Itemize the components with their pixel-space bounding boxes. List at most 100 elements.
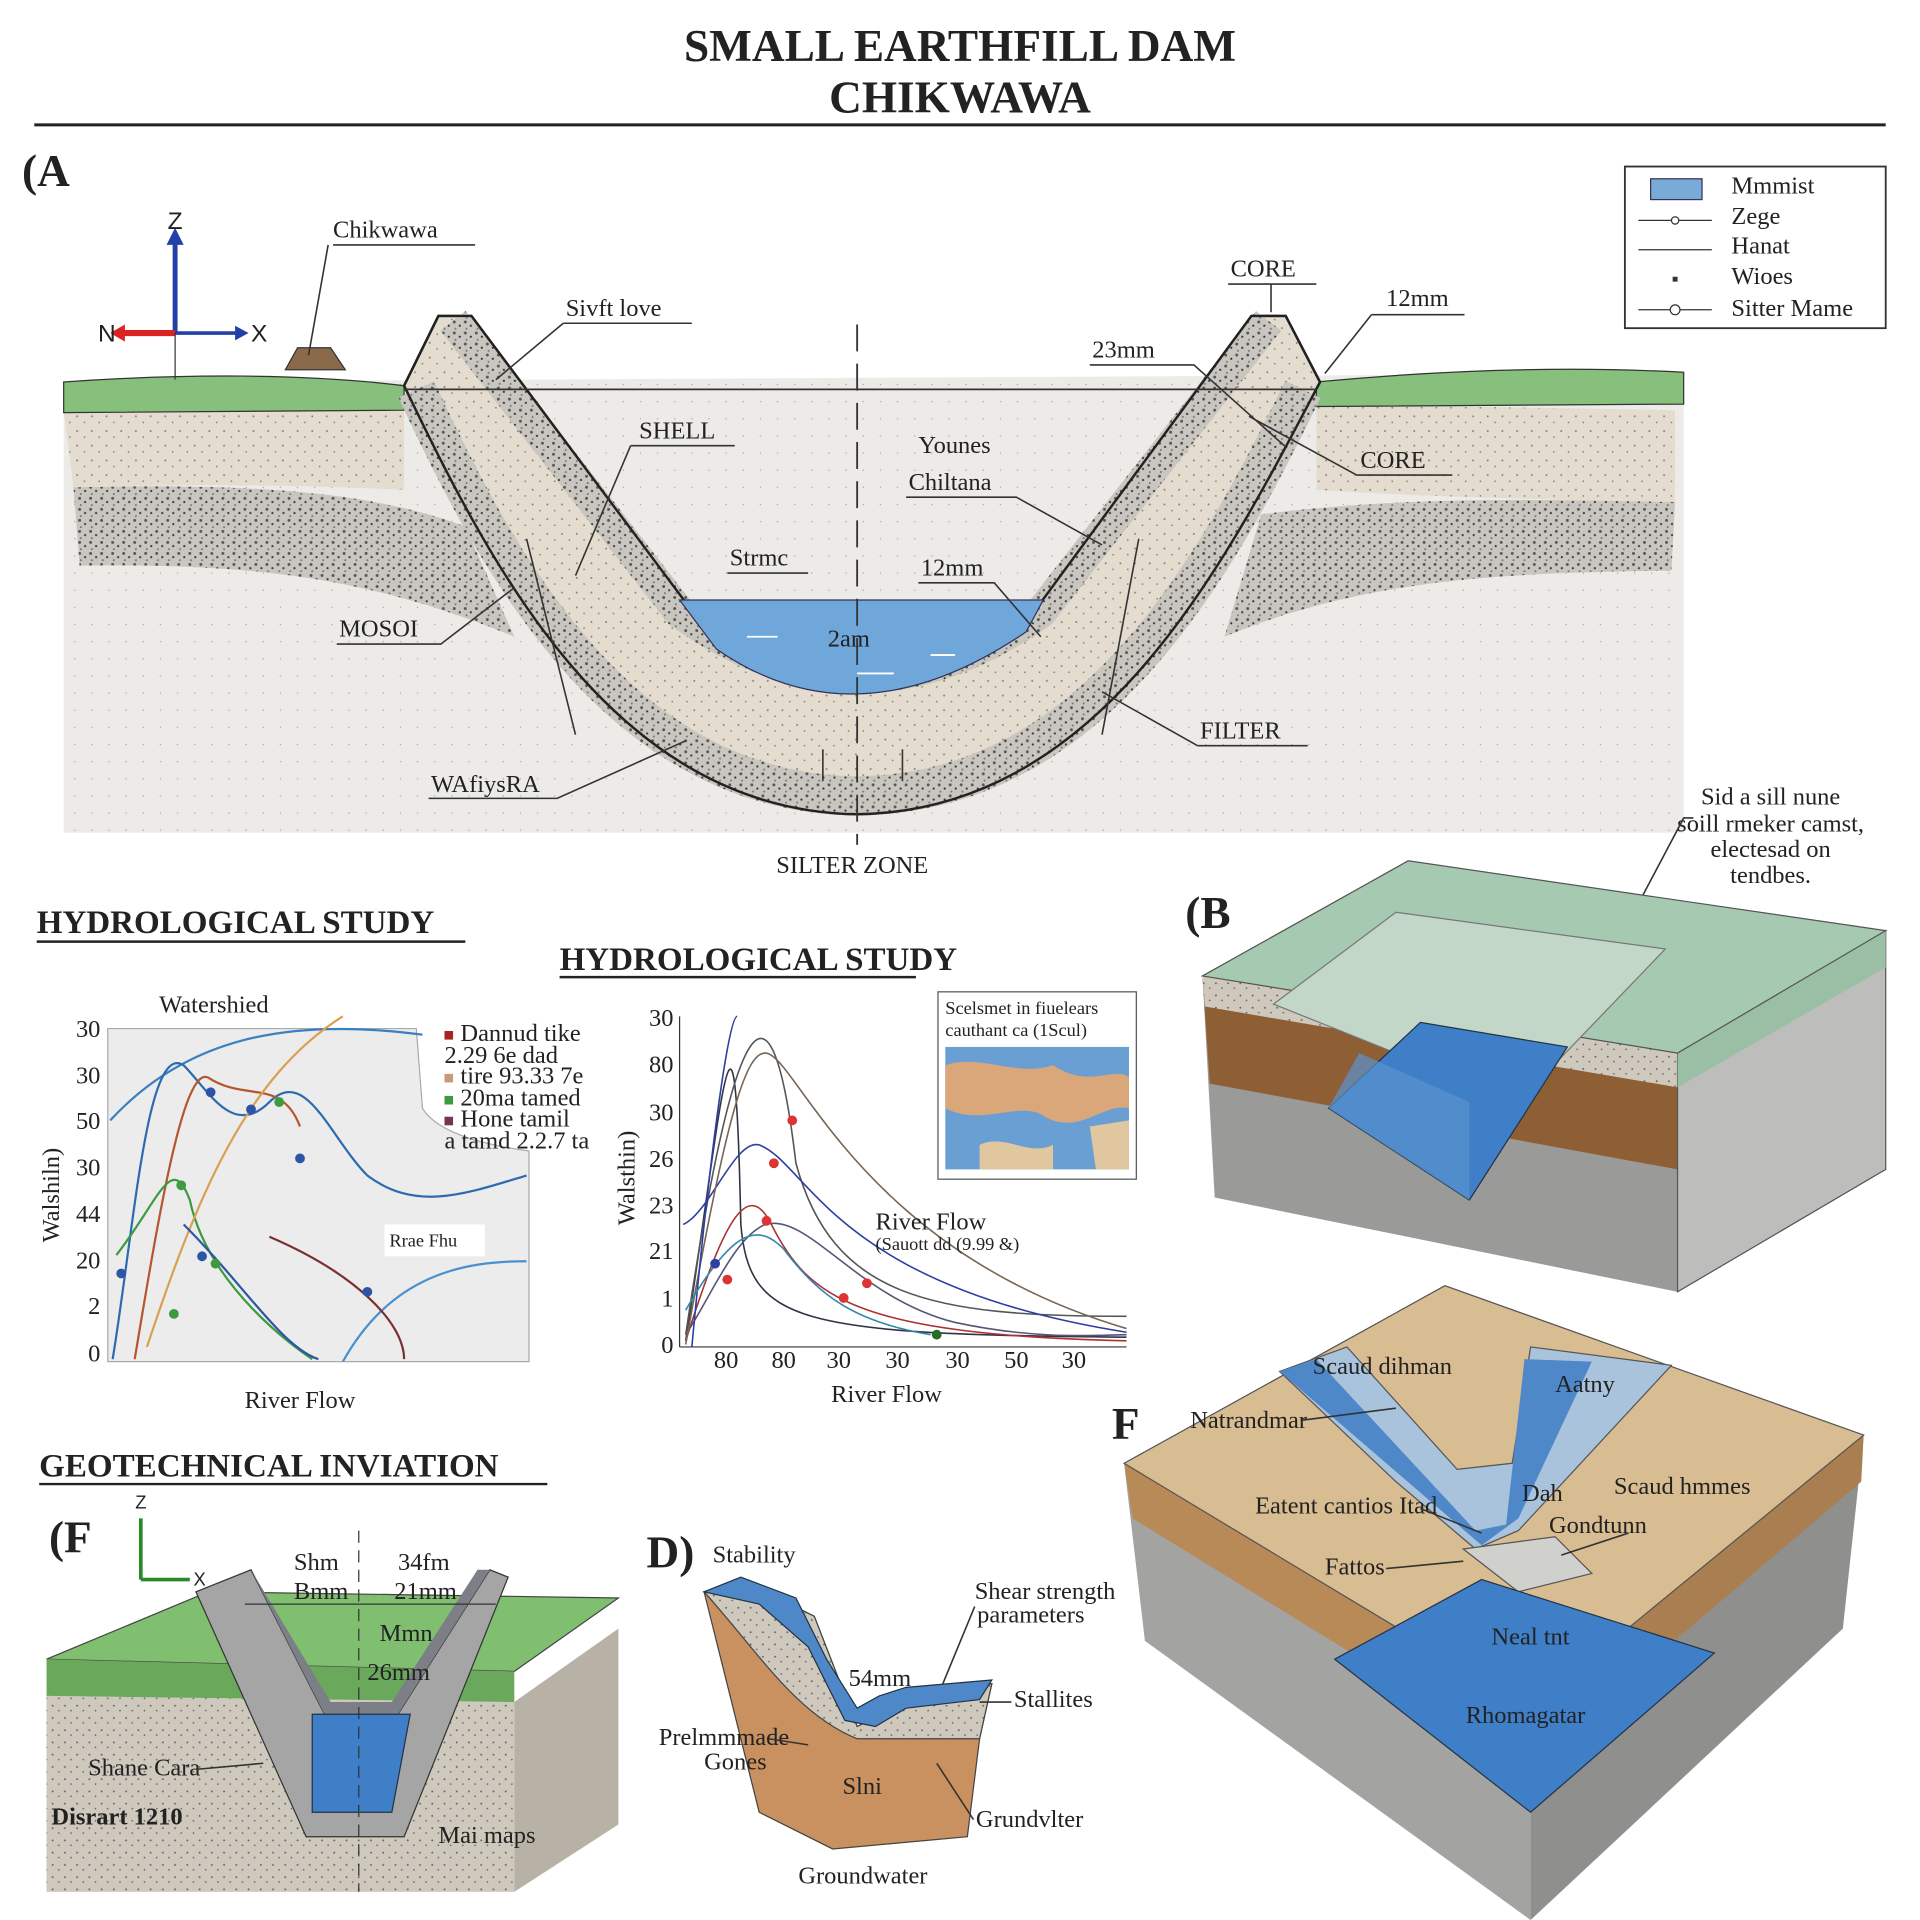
shape bbox=[918, 582, 1042, 638]
shape bbox=[116, 1268, 127, 1279]
hydro-mid-y-label: Walsthin) bbox=[613, 1131, 640, 1226]
legend: Wioes bbox=[1731, 263, 1793, 290]
panel-d-labels: Shear strength bbox=[975, 1578, 1116, 1605]
shape bbox=[336, 587, 515, 645]
shape bbox=[685, 1234, 931, 1336]
shape bbox=[1650, 178, 1703, 201]
panel-f-labels: Scaud dihman bbox=[1313, 1353, 1452, 1380]
panel-f-labels: Gondtunn bbox=[1549, 1512, 1647, 1539]
shape bbox=[1324, 313, 1465, 374]
hydro-mid-y-ticks: 26 bbox=[649, 1146, 673, 1173]
shape bbox=[838, 1293, 849, 1303]
shape bbox=[176, 1180, 187, 1191]
panel-d-labels: Slni bbox=[842, 1773, 882, 1800]
shape bbox=[525, 538, 1140, 782]
hydro-mid-y-ticks: 1 bbox=[661, 1286, 673, 1313]
panel-a-labels: SILTER ZONE bbox=[776, 852, 928, 879]
panel-a-label: (A bbox=[22, 146, 70, 196]
shape bbox=[1328, 1053, 1470, 1200]
geotechnical-labels: Mmn bbox=[380, 1620, 433, 1647]
shape bbox=[145, 1015, 344, 1348]
legend: Mmmist bbox=[1731, 172, 1814, 199]
header-title: SMALL EARTHFILL DAM bbox=[684, 21, 1236, 71]
shape bbox=[906, 496, 1103, 546]
geotechnical-axes: Z bbox=[135, 1492, 146, 1513]
hydro-left-y-ticks: 0 bbox=[88, 1341, 100, 1368]
shape bbox=[1677, 930, 1886, 1088]
shape bbox=[444, 1031, 454, 1040]
shape bbox=[1315, 368, 1685, 408]
geotechnical-labels: Disrart 1210 bbox=[51, 1803, 182, 1830]
hydro-left-y-ticks: 30 bbox=[76, 1016, 100, 1043]
shape bbox=[746, 635, 956, 675]
shape bbox=[761, 1215, 772, 1226]
panel-b-note: Sid a sill nune bbox=[1701, 783, 1840, 810]
hydro-mid-annotation: (Sauott dd (9.99 &) bbox=[876, 1234, 1020, 1255]
hydro-mid-x-ticks: 80 bbox=[771, 1347, 795, 1374]
geotechnical-labels: Mai maps bbox=[438, 1822, 535, 1849]
shape bbox=[307, 244, 476, 356]
shape bbox=[495, 322, 692, 381]
hydro-left-y-ticks: 30 bbox=[76, 1063, 100, 1090]
shape bbox=[685, 1222, 1127, 1337]
hydro-left-legend: 20ma tamed bbox=[460, 1085, 580, 1112]
shape bbox=[195, 1762, 264, 1771]
hydro-left-y-ticks: 44 bbox=[76, 1201, 100, 1228]
hydro-mid-heading: HYDROLOGICAL STUDY bbox=[560, 942, 958, 978]
shape bbox=[1124, 1463, 1531, 1920]
shape bbox=[251, 1569, 490, 1715]
shape bbox=[574, 444, 735, 576]
shape bbox=[341, 1260, 527, 1363]
shape bbox=[110, 324, 125, 342]
group: Shm Bmm 34fm 21mm Mmn 26mm Shane Cara Di… bbox=[51, 1549, 535, 1849]
geotechnical-heading: GEOTECHNICAL INVIATION bbox=[39, 1449, 499, 1485]
hydro-mid-y-ticks: 30 bbox=[649, 1005, 673, 1032]
panel-a-labels: WAfiysRA bbox=[431, 771, 540, 798]
geotechnical-labels: 21mm bbox=[394, 1578, 457, 1605]
shape bbox=[274, 1097, 285, 1107]
shape bbox=[362, 1286, 373, 1297]
shape bbox=[444, 1095, 454, 1105]
panel-d-label: D) bbox=[647, 1527, 695, 1577]
panel-d-labels: Stability bbox=[713, 1541, 797, 1568]
shape bbox=[311, 1713, 411, 1813]
shape bbox=[166, 227, 184, 245]
hydro-left-y-ticks: 30 bbox=[76, 1155, 100, 1182]
shape bbox=[268, 1235, 406, 1360]
panel-a-labels: Strmc bbox=[730, 545, 789, 572]
panel-a-labels: 2am bbox=[828, 626, 870, 653]
shape bbox=[1333, 1578, 1716, 1814]
panel-a-labels: 12mm bbox=[1386, 285, 1449, 312]
shape bbox=[115, 1178, 313, 1361]
hydro-mid-x-ticks: 30 bbox=[885, 1347, 909, 1374]
shape bbox=[691, 1015, 738, 1348]
hydro-mid-annotation: River Flow bbox=[876, 1208, 987, 1235]
geotechnical-labels: 34fm bbox=[398, 1549, 450, 1576]
panel-f-labels: Eatent cantios Itad bbox=[1255, 1492, 1437, 1519]
hydro-mid-y-ticks: 23 bbox=[649, 1192, 673, 1219]
shape bbox=[107, 1027, 530, 1363]
shape bbox=[787, 1115, 798, 1126]
panel-d-labels: Gones bbox=[704, 1748, 767, 1775]
shape bbox=[684, 1204, 1127, 1342]
panel-a-labels: 12mm bbox=[921, 555, 984, 582]
hydro-mid-x-ticks: 30 bbox=[827, 1347, 851, 1374]
hydro-left-legend: Hone tamil bbox=[460, 1106, 570, 1133]
hydro-left-legend: a tamd 2.2.7 ta bbox=[444, 1128, 589, 1155]
hydro-mid-x-ticks: 50 bbox=[1004, 1347, 1028, 1374]
shape bbox=[1669, 304, 1681, 316]
shape bbox=[945, 1061, 1129, 1123]
legend: Zege bbox=[1731, 203, 1780, 230]
panel-a-axes: Z bbox=[168, 208, 183, 235]
shape bbox=[678, 599, 1045, 695]
shape bbox=[1672, 276, 1678, 282]
panel-a-labels: SHELL bbox=[639, 417, 715, 444]
shape bbox=[109, 1027, 423, 1122]
group bbox=[722, 1115, 872, 1303]
hydro-mid-x-ticks: 80 bbox=[714, 1347, 738, 1374]
shape bbox=[702, 1576, 994, 1728]
panel-f-label: F bbox=[1112, 1399, 1140, 1449]
hydro-mid-inset: Scelsmet in fiuelears bbox=[945, 998, 1098, 1018]
group: Scaud dihman Natrandmar Aatny Eatent can… bbox=[1190, 1353, 1750, 1729]
shape bbox=[284, 347, 347, 371]
